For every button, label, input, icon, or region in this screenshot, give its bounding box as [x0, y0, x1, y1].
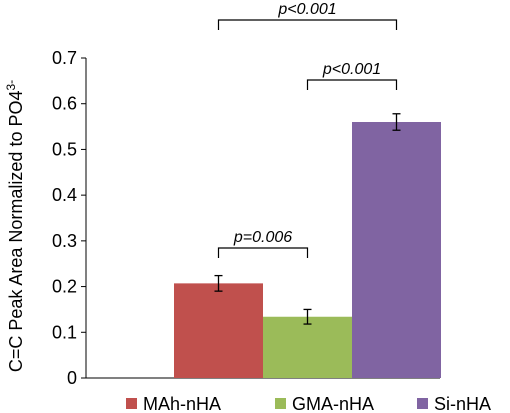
legend-swatch	[126, 398, 137, 409]
bar-si-nha	[352, 122, 441, 378]
y-tick-label: 0.6	[52, 94, 77, 114]
p-value-label: p<0.001	[277, 1, 336, 18]
legend-label: MAh-nHA	[143, 394, 221, 413]
y-tick-label: 0.7	[52, 48, 77, 68]
p-value-label: p<0.001	[322, 61, 381, 78]
y-tick-label: 0	[67, 368, 77, 388]
y-tick-label: 0.2	[52, 277, 77, 297]
legend: MAh-nHA GMA-nHA Si-nHA	[126, 394, 491, 413]
legend-label: GMA-nHA	[292, 394, 374, 413]
legend-label: Si-nHA	[434, 394, 491, 413]
significance-annotations: p=0.006 p<0.001 p<0.001	[217, 1, 398, 258]
significance-bracket: p=0.006	[217, 229, 309, 258]
y-tick-label: 0.3	[52, 231, 77, 251]
error-bar	[303, 308, 312, 325]
y-tick-label: 0.4	[52, 185, 77, 205]
error-bar	[392, 113, 401, 131]
bars	[174, 113, 441, 378]
y-axis-label-superscript: 3-	[4, 80, 18, 91]
significance-bracket: p<0.001	[306, 61, 398, 90]
significance-bracket: p<0.001	[217, 1, 398, 30]
legend-item: MAh-nHA	[126, 394, 221, 413]
y-tick-label: 0.1	[52, 322, 77, 342]
legend-swatch	[417, 398, 428, 409]
y-axis: 0 0.1 0.2 0.3 0.4 0.5 0.6 0.7	[52, 48, 440, 388]
y-axis-label-text: C=C Peak Area Normalized to PO4	[6, 91, 26, 373]
bar-mah-nha	[174, 283, 263, 378]
p-value-label: p=0.006	[233, 229, 292, 246]
error-bar	[214, 274, 223, 292]
legend-item: GMA-nHA	[275, 394, 374, 413]
y-axis-label: C=C Peak Area Normalized to PO43-	[4, 80, 26, 372]
legend-item: Si-nHA	[417, 394, 491, 413]
legend-swatch	[275, 398, 286, 409]
bar-gma-nha	[263, 316, 352, 378]
y-tick-label: 0.5	[52, 139, 77, 159]
